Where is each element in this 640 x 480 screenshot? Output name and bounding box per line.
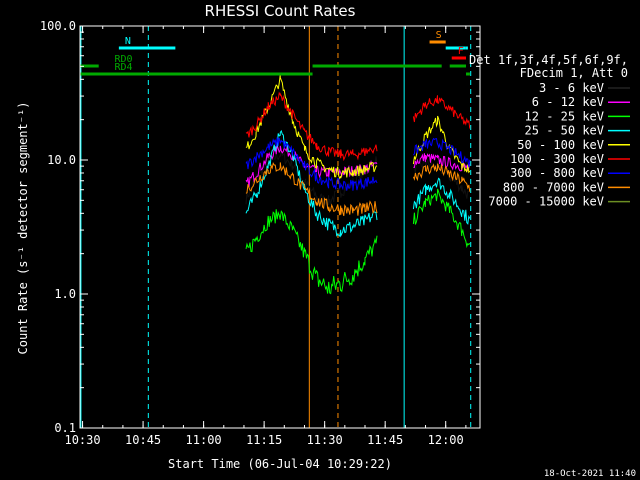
annotation-label-n: N [125,36,131,47]
plot-frame [79,25,481,429]
y-axis-label-text: Count Rate (s⁻¹ detector segment⁻¹) [16,102,30,355]
series-line-3 [245,129,471,238]
annotation-label-s: S [436,30,442,41]
x-tick-label-6: 12:00 [428,433,464,447]
annotation-label-rd4: RD4 [114,62,132,73]
x-axis-label: Start Time (06-Jul-04 10:29:22) [168,457,392,471]
legend-label-5: 100 - 300 keV [510,152,604,166]
legend-label-3: 25 - 50 keV [525,124,604,138]
x-tick-label-0: 10:30 [64,433,100,447]
x-tick-label-4: 11:30 [307,433,343,447]
timestamp: 18-Oct-2021 11:40 [544,469,636,479]
annotation-label-rd0: RD0 [114,54,132,65]
x-tick-label-2: 11:00 [186,433,222,447]
x-tick-label-3: 11:15 [246,433,282,447]
series-line-7 [245,161,471,217]
legend-label-2: 12 - 25 keV [525,109,604,123]
y-tick-label-3: 100.0 [40,19,76,33]
legend-label-6: 300 - 800 keV [510,166,604,180]
annotation-label-f: F [458,46,464,57]
legend-header-1: Det 1f,3f,4f,5f,6f,9f, [469,53,628,67]
y-axis-label: Count Rate (s⁻¹ detector segment⁻¹) [16,102,30,355]
y-tick-label-1: 1.0 [54,287,76,301]
legend-label-0: 3 - 6 keV [539,81,604,95]
y-tick-label-2: 10.0 [47,153,76,167]
chart-title: RHESSI Count Rates [205,2,356,20]
series-line-5 [245,91,471,162]
y-tick-label-0: 0.1 [54,421,76,435]
legend-label-4: 50 - 100 keV [517,138,604,152]
x-tick-label-1: 10:45 [125,433,161,447]
legend-header-2: FDecim 1, Att 0 [520,66,628,80]
legend-label-8: 7000 - 15000 keV [488,195,604,209]
series-line-2 [245,188,471,295]
legend-label-7: 800 - 7000 keV [503,180,604,194]
series-line-6 [245,137,471,191]
x-tick-label-5: 11:45 [367,433,403,447]
legend-label-1: 6 - 12 keV [532,95,604,109]
legend: Det 1f,3f,4f,5f,6f,9f, FDecim 1, Att 0 3… [469,53,630,209]
